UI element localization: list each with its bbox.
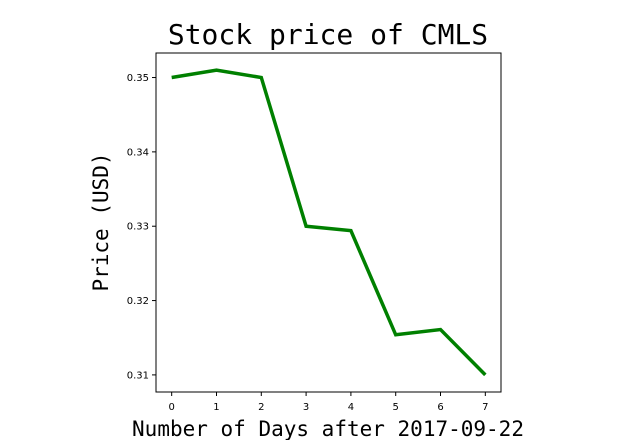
y-tick-label: 0.31	[127, 370, 149, 381]
x-tick-label: 1	[213, 402, 219, 413]
x-tick-label: 6	[437, 402, 443, 413]
series-line-0	[171, 68, 487, 377]
x-tick-label: 5	[393, 402, 399, 413]
x-tick-label: 3	[303, 402, 309, 413]
plot-frame	[155, 52, 502, 393]
x-tick-label: 2	[258, 402, 264, 413]
plot-area: 0 1 2 3 4 5 6 7 0.31 0.32 0.33 0.34 0.35	[127, 52, 502, 413]
y-tick-label: 0.35	[127, 73, 149, 84]
y-tick-label: 0.32	[127, 296, 149, 307]
chart-title: Stock price of CMLS	[168, 18, 488, 51]
y-tick-label: 0.33	[127, 222, 149, 233]
x-tick-label: 4	[348, 402, 354, 413]
y-tick-label: 0.34	[127, 147, 149, 158]
y-axis-label: Price (USD)	[89, 152, 113, 291]
x-axis-label: Number of Days after 2017-09-22	[132, 417, 524, 440]
x-tick-label: 7	[482, 402, 488, 413]
x-tick-label: 0	[168, 402, 174, 413]
